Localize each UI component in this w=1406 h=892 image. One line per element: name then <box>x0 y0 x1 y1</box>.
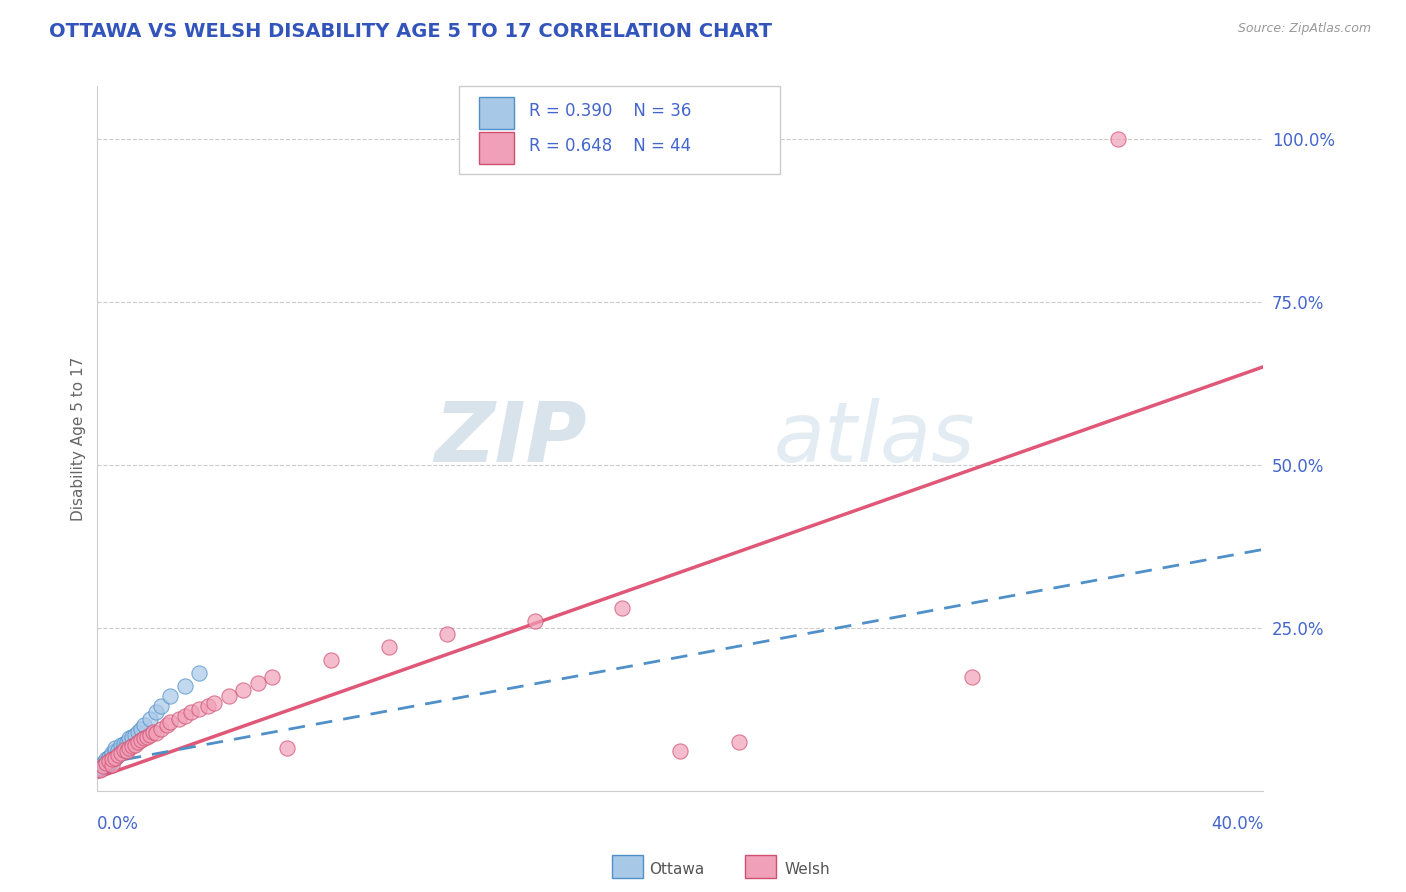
Text: R = 0.390    N = 36: R = 0.390 N = 36 <box>529 102 692 120</box>
Point <box>188 666 211 681</box>
Point <box>115 744 138 758</box>
Point <box>101 752 124 766</box>
Point <box>101 757 124 772</box>
Point <box>98 754 121 768</box>
Point <box>112 743 135 757</box>
Point <box>727 735 749 749</box>
Point <box>132 718 155 732</box>
Point <box>167 712 190 726</box>
Point <box>150 722 173 736</box>
Point <box>98 756 121 770</box>
Point <box>118 731 141 746</box>
Point <box>150 698 173 713</box>
Text: 0.0%: 0.0% <box>97 815 139 833</box>
Point <box>98 751 121 765</box>
Point <box>121 730 143 744</box>
Point <box>173 679 195 693</box>
Point <box>110 744 132 758</box>
Point <box>104 751 127 765</box>
Point <box>104 741 127 756</box>
Point <box>115 735 138 749</box>
Point <box>246 676 269 690</box>
Point <box>378 640 401 655</box>
Point <box>262 669 284 683</box>
Point <box>197 698 219 713</box>
Point <box>110 738 132 752</box>
Point <box>145 726 167 740</box>
Point <box>101 752 124 766</box>
Point <box>159 715 181 730</box>
Point <box>145 706 167 720</box>
Point <box>180 706 202 720</box>
Text: Source: ZipAtlas.com: Source: ZipAtlas.com <box>1237 22 1371 36</box>
Point <box>112 737 135 751</box>
Point <box>610 601 633 615</box>
Point <box>276 741 298 756</box>
Point <box>94 752 117 766</box>
Point <box>156 718 179 732</box>
Point <box>159 689 181 703</box>
Point <box>107 743 129 757</box>
Point <box>436 627 458 641</box>
Point <box>91 759 114 773</box>
Text: atlas: atlas <box>773 398 976 479</box>
FancyBboxPatch shape <box>478 97 513 128</box>
Text: OTTAWA VS WELSH DISABILITY AGE 5 TO 17 CORRELATION CHART: OTTAWA VS WELSH DISABILITY AGE 5 TO 17 C… <box>49 22 772 41</box>
Point <box>94 756 117 771</box>
Point <box>669 744 692 758</box>
Point <box>124 738 146 752</box>
Point <box>94 754 117 768</box>
Point <box>104 751 127 765</box>
Point <box>124 728 146 742</box>
Point <box>89 761 111 775</box>
Point <box>127 735 149 749</box>
Point <box>115 739 138 754</box>
Point <box>98 749 121 764</box>
Point <box>135 730 157 744</box>
Point <box>202 696 225 710</box>
Point <box>89 763 111 777</box>
Point <box>129 732 152 747</box>
Point <box>218 689 240 703</box>
Point <box>107 747 129 762</box>
Point <box>118 741 141 756</box>
Point <box>132 731 155 746</box>
Point <box>142 725 165 739</box>
Point <box>94 757 117 772</box>
Point <box>107 747 129 762</box>
Text: Welsh: Welsh <box>785 863 830 877</box>
Point <box>101 746 124 760</box>
Text: ZIP: ZIP <box>434 398 588 479</box>
Point <box>112 741 135 756</box>
Point <box>91 759 114 773</box>
Point <box>101 754 124 768</box>
Point <box>101 747 124 762</box>
Point <box>232 682 254 697</box>
Text: 40.0%: 40.0% <box>1211 815 1264 833</box>
Point <box>91 756 114 771</box>
FancyBboxPatch shape <box>458 87 779 175</box>
Point <box>139 728 162 742</box>
Point <box>127 725 149 739</box>
Point <box>1107 131 1129 145</box>
Point <box>129 722 152 736</box>
Point <box>188 702 211 716</box>
Point <box>319 653 342 667</box>
Point <box>104 744 127 758</box>
Point <box>173 708 195 723</box>
Y-axis label: Disability Age 5 to 17: Disability Age 5 to 17 <box>72 357 86 521</box>
Point <box>139 712 162 726</box>
Text: R = 0.648    N = 44: R = 0.648 N = 44 <box>529 137 690 155</box>
Point <box>960 669 983 683</box>
Point <box>110 746 132 760</box>
FancyBboxPatch shape <box>478 132 513 164</box>
Text: Ottawa: Ottawa <box>650 863 704 877</box>
Point <box>523 614 546 628</box>
Point <box>121 739 143 754</box>
